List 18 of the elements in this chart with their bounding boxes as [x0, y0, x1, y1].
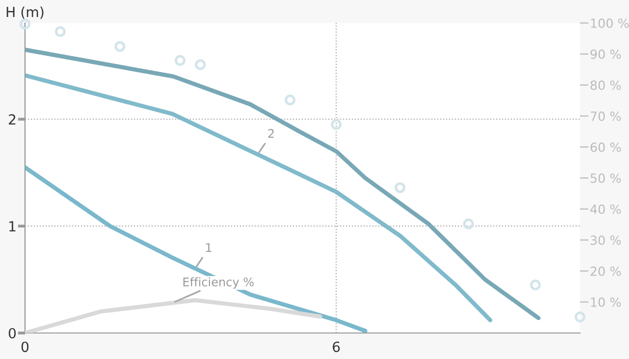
y2-tick-label: 100 % [591, 18, 629, 28]
y-tick-label: 2 [8, 114, 16, 124]
series-label: 2 [268, 129, 274, 138]
y2-tick-label: 40 % [590, 204, 621, 214]
series-label: 1 [206, 243, 212, 252]
y2-tick-label: 20 % [590, 266, 621, 276]
y-tick-label: 0 [8, 328, 16, 338]
y-tick-label: 1 [9, 221, 16, 232]
y2-tick-label: 60 % [590, 142, 621, 152]
y2-tick-label: 80 % [590, 80, 621, 90]
x-tick-label: 6 [332, 342, 340, 352]
y2-tick-label: 10 % [591, 297, 621, 307]
y2-tick-label: 90 % [590, 49, 621, 59]
y-axis-title: H (m) [6, 6, 44, 19]
y2-tick-label: 30 % [590, 235, 621, 245]
y2-tick-label: 70 % [590, 111, 621, 121]
y2-tick-label: 50 % [590, 173, 621, 183]
series-label: Efficiency % [183, 277, 254, 289]
